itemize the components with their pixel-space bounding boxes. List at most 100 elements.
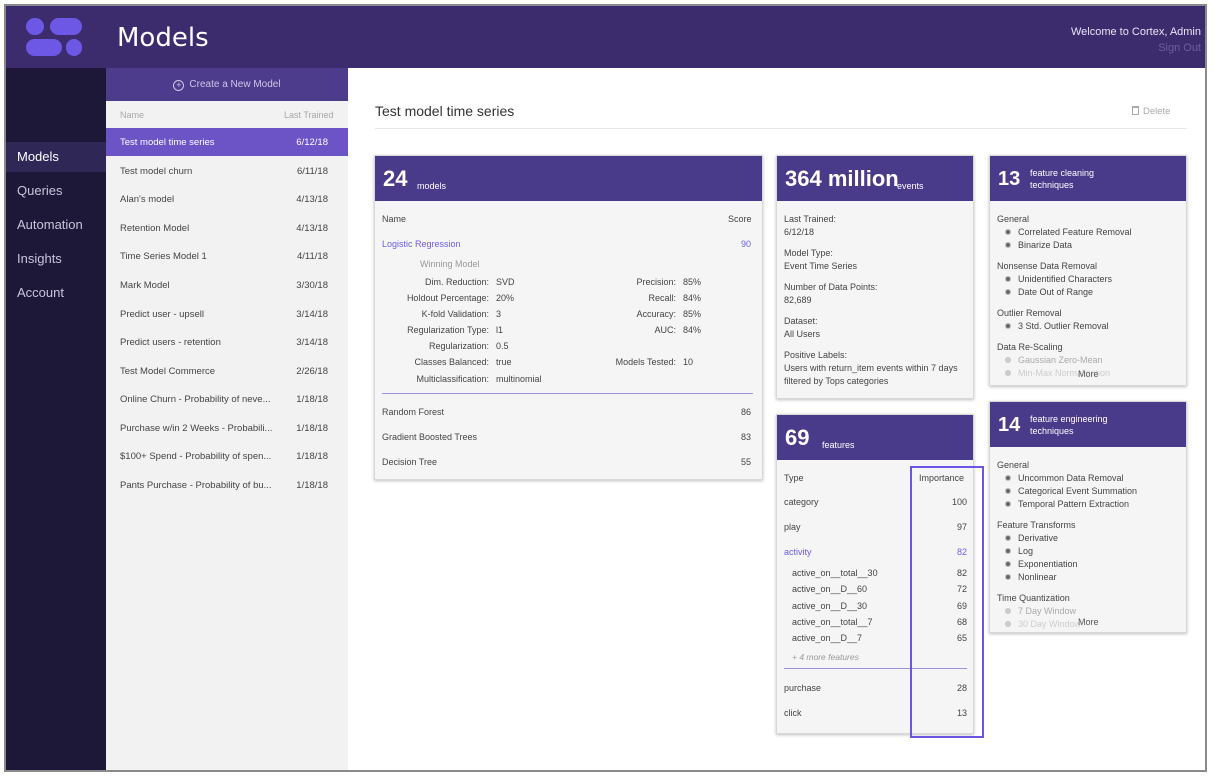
model-title: Test model time series [375,103,515,119]
model-date: 6/12/18 [296,137,328,148]
other-model-score: 55 [741,457,752,467]
field-value: Users with return_item events within 7 d… [784,363,958,373]
create-model-button[interactable]: + Create a New Model [106,68,348,101]
technique-group-title: Outlier Removal [997,308,1062,318]
welcome-text: Welcome to Cortex, Admin [1070,26,1201,38]
bullet-icon [1005,242,1011,248]
param-value: 3 [496,309,502,319]
winner-model-score: 90 [741,239,752,249]
nav-item-models[interactable]: Models [6,142,106,172]
sub-feature: active_on__D__60 [792,584,868,594]
technique-item: Derivative [1005,533,1058,543]
column-header-name[interactable]: Name [120,110,145,120]
other-model-name[interactable]: Gradient Boosted Trees [382,432,478,442]
metric-label: Accuracy: [636,309,676,319]
model-row[interactable]: Mark Model 3/30/18 [106,271,348,299]
more-features-link[interactable]: + 4 more features [792,652,859,662]
metric-value: 85% [683,309,702,319]
field-label: Last Trained: [784,214,837,224]
field-value: 6/12/18 [784,227,815,237]
feature-type[interactable]: purchase [784,683,822,693]
features-unit: features [822,440,855,450]
bullet-icon [1005,229,1011,235]
model-date: 4/11/18 [297,251,328,262]
sub-feature: active_on__total__7 [792,617,873,627]
technique-group-title: General [997,214,1030,224]
param-label: Regularization Type: [407,325,489,335]
model-name: Alan's model [120,194,175,205]
model-row[interactable]: Predict user - upsell 3/14/18 [106,300,348,328]
feature-type[interactable]: play [784,522,801,532]
feature-importance: 100 [951,497,967,507]
nav-item-insights[interactable]: Insights [17,251,62,266]
model-name: $100+ Spend - Probability of spen... [120,451,272,462]
model-row[interactable]: Time Series Model 1 4/11/18 [106,242,348,270]
delete-button[interactable]: Delete [1132,106,1170,117]
model-name: Test model churn [120,166,193,177]
cleaning-card-header: 13 feature cleaning techniques [990,156,1186,201]
model-date: 1/18/18 [296,480,328,491]
feature-type[interactable]: click [784,708,802,718]
param-label: Regularization: [428,341,489,351]
technique-item: Exponentiation [1005,559,1078,569]
feature-type[interactable]: category [784,497,819,507]
winner-model-name[interactable]: Logistic Regression [382,239,461,249]
model-row[interactable]: Test model churn 6/11/18 [106,157,348,185]
feature-importance: 28 [956,683,967,693]
model-date: 4/13/18 [296,223,328,234]
metric-label: Recall: [648,293,676,303]
models-divider [382,393,753,394]
other-model-name[interactable]: Random Forest [382,407,445,417]
model-date: 1/18/18 [296,394,328,405]
events-unit: events [897,181,924,191]
more-button[interactable]: More [1078,617,1099,627]
cleaning-count: 13 [998,168,1021,190]
param-label: Classes Balanced: [414,357,489,367]
model-row[interactable]: Retention Model 4/13/18 [106,214,348,242]
features-count: 69 [785,425,810,450]
model-row[interactable]: Predict users - retention 3/14/18 [106,328,348,356]
model-name: Predict user - upsell [120,309,204,320]
cleaning-title-line2: techniques [1030,180,1074,190]
sign-out-link[interactable]: Sign Out [1158,42,1201,54]
model-row[interactable]: Alan's model 4/13/18 [106,185,348,213]
model-name: Online Churn - Probability of neve... [120,394,271,405]
winning-model-tag: Winning Model [420,259,480,269]
engineering-card-header: 14 feature engineering techniques [990,402,1186,447]
field-label: Number of Data Points: [784,282,878,292]
model-row[interactable]: Test model time series 6/12/18 [106,128,353,156]
model-name: Purchase w/in 2 Weeks - Probabili... [120,423,273,434]
field-label: Model Type: [784,248,833,258]
field-value: 82,689 [784,295,812,305]
metric-label: Precision: [636,277,676,287]
model-row[interactable]: $100+ Spend - Probability of spen... 1/18… [106,442,348,470]
technique-item: Date Out of Range [1005,287,1093,297]
param-value: 20% [496,293,515,303]
nav-item-queries[interactable]: Queries [17,183,63,198]
events-card: 364 million events Last Trained: 6/12/18… [776,155,974,399]
sub-feature-importance: 82 [956,568,967,578]
model-row[interactable]: Purchase w/in 2 Weeks - Probabili... 1/18… [106,414,348,442]
technique-item: Unidentified Characters [1005,274,1112,284]
metric-label: Models Tested: [615,357,676,367]
model-date: 6/11/18 [297,166,328,177]
model-row[interactable]: Test Model Commerce 2/26/18 [106,357,348,385]
nav-item-automation[interactable]: Automation [17,217,83,232]
feature-importance: 13 [956,708,967,718]
model-row[interactable]: Online Churn - Probability of neve... 1/1… [106,385,348,413]
bullet-icon [1005,323,1011,329]
other-model-name[interactable]: Decision Tree [382,457,438,467]
nav-item-account[interactable]: Account [17,285,64,300]
models-card: 24 models Name Score Logistic Regression… [374,155,763,480]
more-button[interactable]: More [1078,369,1099,379]
model-row[interactable]: Pants Purchase - Probability of bu... 1/1… [106,471,348,499]
technique-item: 30 Day Window [1005,619,1081,629]
param-label: Holdout Percentage: [406,293,489,303]
cortex-logo[interactable] [22,16,86,58]
column-header-last-trained[interactable]: Last Trained [284,110,334,120]
feature-type[interactable]: activity [784,547,812,557]
param-value: multinomial [496,374,542,384]
title-divider [375,128,1187,129]
bullet-icon [1005,475,1011,481]
features-divider [784,668,967,669]
